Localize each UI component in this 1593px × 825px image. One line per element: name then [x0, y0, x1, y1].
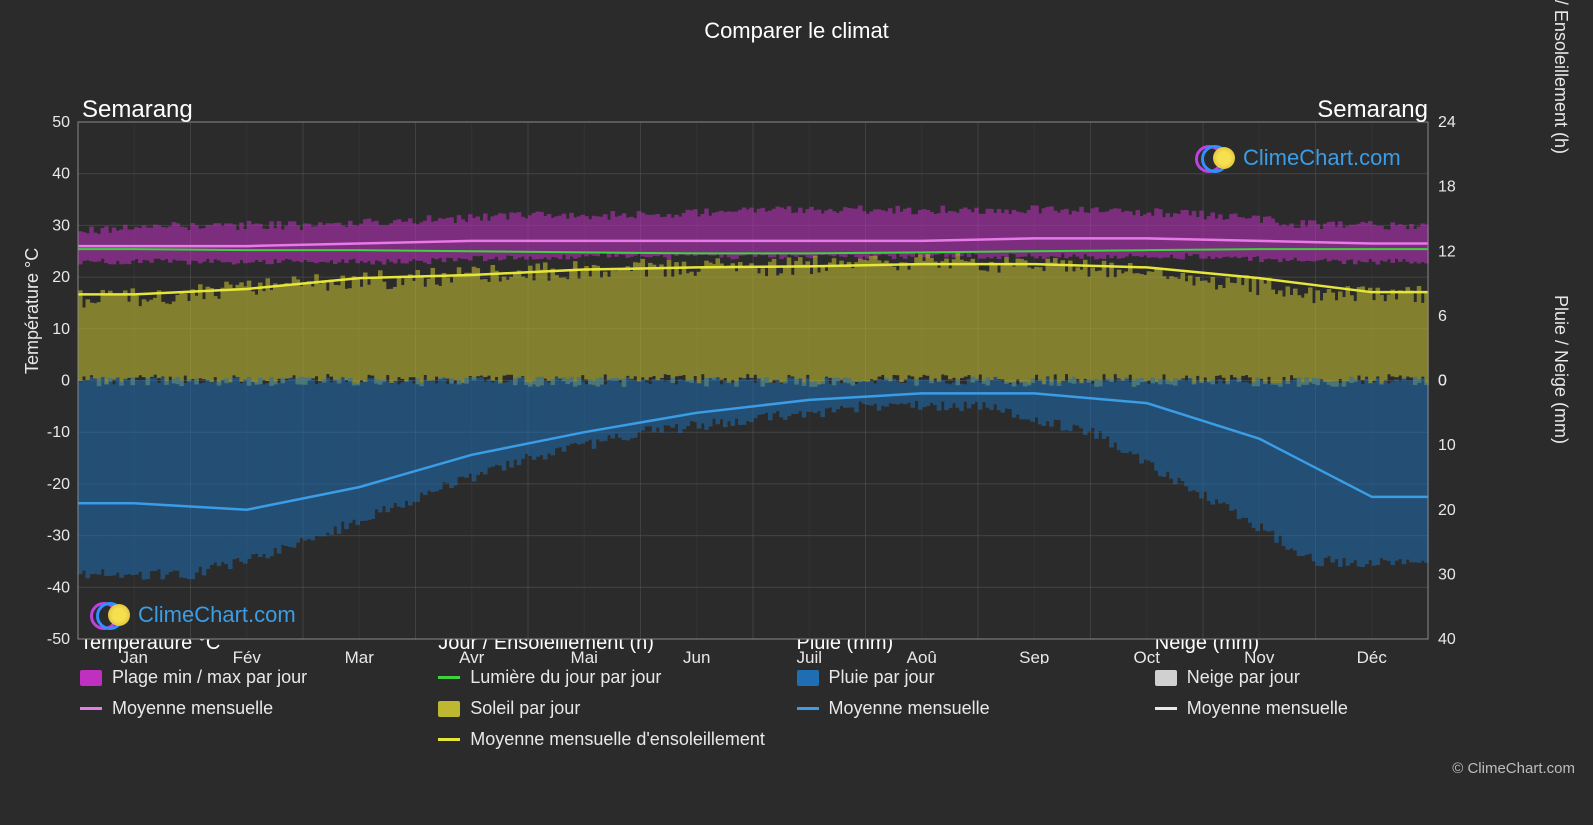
svg-text:0: 0	[61, 373, 70, 390]
copyright-text: © ClimeChart.com	[0, 760, 1593, 777]
legend-label: Lumière du jour par jour	[470, 667, 661, 688]
legend-item: Neige par jour	[1155, 667, 1513, 688]
legend-item: Plage min / max par jour	[80, 667, 438, 688]
svg-text:Avr: Avr	[459, 648, 485, 664]
legend-swatch	[80, 670, 102, 686]
svg-text:-40: -40	[47, 579, 70, 596]
legend-item: Moyenne mensuelle	[797, 698, 1155, 719]
svg-text:Sep: Sep	[1019, 648, 1049, 664]
svg-text:50: 50	[52, 114, 70, 131]
climechart-logo-icon	[1195, 144, 1237, 172]
watermark: ClimeChart.com	[90, 601, 296, 629]
svg-text:Aoû: Aoû	[907, 648, 937, 664]
svg-text:Nov: Nov	[1244, 648, 1275, 664]
legend-item: Pluie par jour	[797, 667, 1155, 688]
legend-swatch	[80, 707, 102, 710]
legend-label: Neige par jour	[1187, 667, 1300, 688]
legend-label: Soleil par jour	[470, 698, 580, 719]
legend-swatch	[1155, 670, 1177, 686]
legend-swatch	[438, 738, 460, 741]
legend-label: Moyenne mensuelle d'ensoleillement	[470, 729, 765, 750]
chart-container: Semarang Semarang Température °C Jour / …	[0, 44, 1593, 624]
svg-text:Mar: Mar	[345, 648, 375, 664]
city-label-left: Semarang	[82, 96, 193, 124]
watermark: ClimeChart.com	[1195, 144, 1401, 172]
svg-text:Oct: Oct	[1134, 648, 1161, 664]
y-axis-label-right-top: Jour / Ensoleillement (h)	[1550, 0, 1571, 154]
svg-text:24: 24	[1438, 114, 1456, 131]
svg-text:Mai: Mai	[571, 648, 598, 664]
legend-item: Moyenne mensuelle	[80, 698, 438, 719]
svg-text:18: 18	[1438, 179, 1456, 196]
svg-text:Jan: Jan	[121, 648, 148, 664]
svg-text:-10: -10	[47, 424, 70, 441]
city-label-right: Semarang	[1317, 96, 1428, 124]
legend-item: Moyenne mensuelle d'ensoleillement	[438, 729, 796, 750]
svg-text:-50: -50	[47, 631, 70, 648]
legend-label: Pluie par jour	[829, 667, 935, 688]
svg-text:Jun: Jun	[683, 648, 710, 664]
watermark-text: ClimeChart.com	[138, 602, 296, 628]
svg-text:Fév: Fév	[233, 648, 262, 664]
legend-item: Moyenne mensuelle	[1155, 698, 1513, 719]
climechart-logo-icon	[90, 601, 132, 629]
svg-text:0: 0	[1438, 373, 1447, 390]
climate-chart-svg: -50-40-30-20-100102030405006121824010203…	[0, 44, 1593, 664]
svg-text:30: 30	[52, 217, 70, 234]
svg-text:6: 6	[1438, 308, 1447, 325]
svg-text:20: 20	[52, 269, 70, 286]
svg-text:30: 30	[1438, 566, 1456, 583]
legend-label: Moyenne mensuelle	[829, 698, 990, 719]
y-axis-label-right-bottom: Pluie / Neige (mm)	[1550, 295, 1571, 444]
svg-text:40: 40	[52, 166, 70, 183]
legend-label: Moyenne mensuelle	[1187, 698, 1348, 719]
svg-text:20: 20	[1438, 502, 1456, 519]
legend-swatch	[797, 670, 819, 686]
legend-swatch	[438, 676, 460, 679]
legend-label: Moyenne mensuelle	[112, 698, 273, 719]
legend-item: Soleil par jour	[438, 698, 796, 719]
legend-swatch	[438, 701, 460, 717]
svg-text:12: 12	[1438, 243, 1456, 260]
chart-title: Comparer le climat	[0, 0, 1593, 44]
svg-text:-20: -20	[47, 476, 70, 493]
legend-swatch	[797, 707, 819, 710]
y-axis-label-left: Température °C	[22, 248, 43, 374]
legend-item: Lumière du jour par jour	[438, 667, 796, 688]
svg-text:Juil: Juil	[796, 648, 822, 664]
svg-text:-30: -30	[47, 528, 70, 545]
svg-text:Déc: Déc	[1357, 648, 1388, 664]
watermark-text: ClimeChart.com	[1243, 145, 1401, 171]
svg-text:40: 40	[1438, 631, 1456, 648]
legend-label: Plage min / max par jour	[112, 667, 307, 688]
svg-text:10: 10	[1438, 437, 1456, 454]
legend-swatch	[1155, 707, 1177, 710]
svg-text:10: 10	[52, 321, 70, 338]
